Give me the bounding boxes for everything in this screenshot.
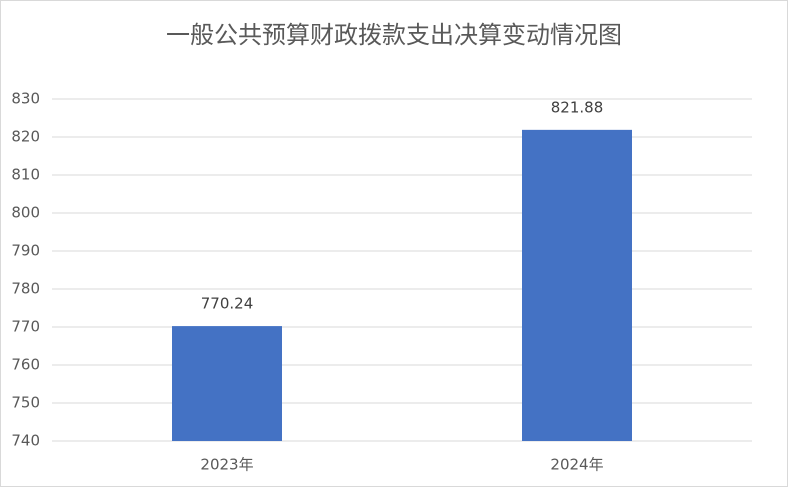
y-tick-label: 820 xyxy=(11,128,40,146)
value-label: 821.88 xyxy=(551,98,604,116)
y-tick-label: 750 xyxy=(11,394,40,412)
y-tick-label: 740 xyxy=(11,432,40,450)
bar xyxy=(172,326,282,441)
bar xyxy=(522,129,632,441)
x-tick-label: 2024年 xyxy=(550,456,603,474)
y-tick-label: 780 xyxy=(11,280,40,298)
y-tick-label: 810 xyxy=(11,166,40,184)
value-label: 770.24 xyxy=(201,295,254,313)
y-tick-label: 830 xyxy=(11,90,40,108)
y-tick-label: 790 xyxy=(11,242,40,260)
y-tick-label: 760 xyxy=(11,356,40,374)
y-tick-label: 800 xyxy=(11,204,40,222)
x-tick-label: 2023年 xyxy=(200,456,253,474)
chart-title: 一般公共预算财政拨款支出决算变动情况图 xyxy=(166,21,622,49)
y-tick-label: 770 xyxy=(11,318,40,336)
